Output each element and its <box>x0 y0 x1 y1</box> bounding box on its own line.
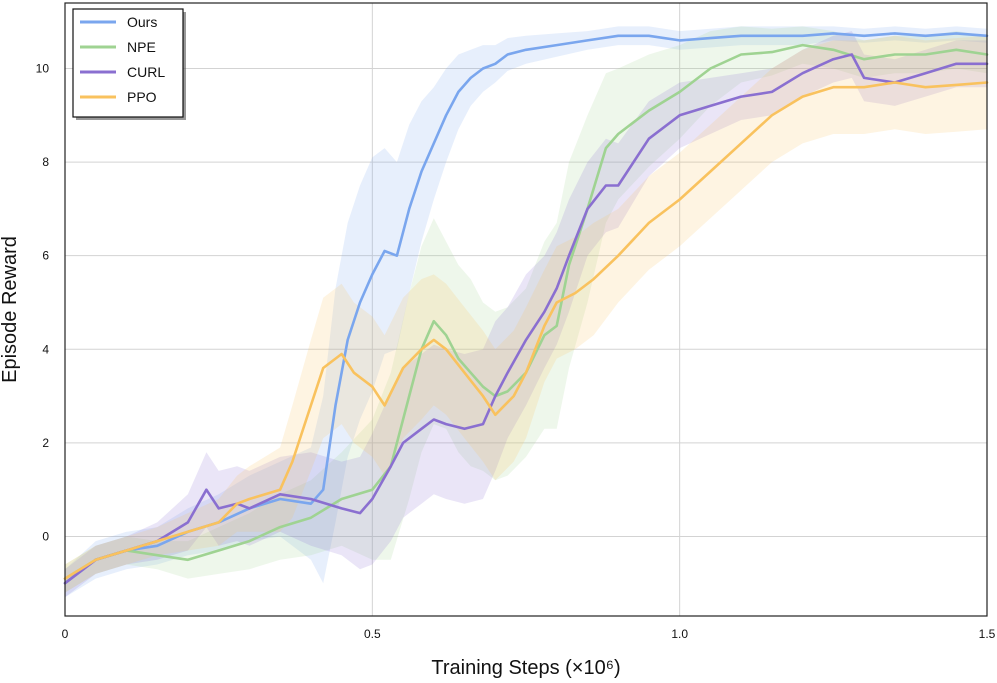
x-tick-label: 0 <box>62 627 69 641</box>
series-lines <box>63 32 989 585</box>
x-tick-label: 0.5 <box>364 627 381 641</box>
legend: Ours NPE CURL PPO <box>72 8 186 120</box>
y-tick-label: 2 <box>42 436 49 450</box>
x-tick-label: 1.5 <box>979 627 996 641</box>
legend-label-ours: Ours <box>127 14 157 30</box>
tick-labels: 0 0.5 1.0 1.5 0 2 4 6 8 10 <box>36 62 996 641</box>
band-npe <box>65 26 987 593</box>
x-axis-title: Training Steps (×10⁶) <box>431 657 620 679</box>
legend-label-ppo: PPO <box>127 89 157 105</box>
legend-label-curl: CURL <box>127 64 165 80</box>
series-line-ppo <box>63 81 989 580</box>
plot-frame <box>64 2 988 617</box>
y-tick-label: 8 <box>42 155 49 169</box>
y-tick-label: 10 <box>36 62 50 76</box>
y-axis-title: Episode Reward <box>0 236 21 383</box>
legend-label-npe: NPE <box>127 39 156 55</box>
y-tick-label: 4 <box>42 342 49 356</box>
x-tick-label: 1.0 <box>671 627 688 641</box>
series-line-npe <box>63 43 989 580</box>
y-tick-label: 0 <box>42 529 49 543</box>
series-line-ours <box>63 32 989 585</box>
grid <box>64 3 988 616</box>
y-tick-label: 6 <box>42 249 49 263</box>
legend-box <box>72 8 184 118</box>
